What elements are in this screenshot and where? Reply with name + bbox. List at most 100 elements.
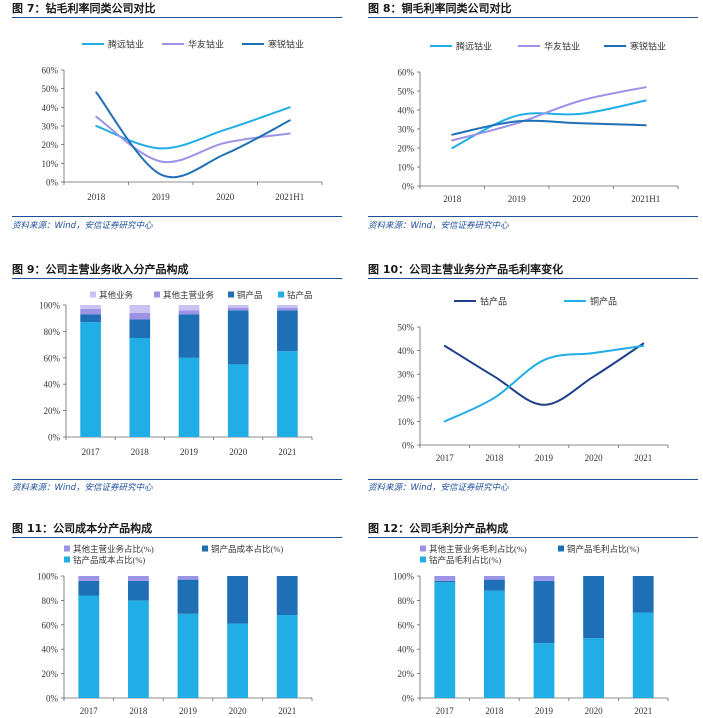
y-tick-label: 20% — [42, 140, 59, 150]
data-marks — [451, 86, 647, 149]
bar-segment — [227, 623, 249, 698]
x-tick-label: 2018 — [131, 447, 150, 457]
figure-9-panel: 图 9：公司主营业务收入分产品构成 其他业务 其他主营业务 铜产品 钴产品 0% 20% 4… — [12, 261, 342, 496]
x-tick-label: 2017 — [82, 447, 101, 457]
legend-label: 华友钴业 — [544, 41, 580, 52]
y-tick-label: 100% — [37, 572, 59, 582]
bar-segment — [533, 643, 555, 698]
x-axis: 2017 2018 2019 2020 2021 — [63, 697, 313, 716]
figure-title: 图 9：公司主营业务收入分产品构成 — [12, 263, 189, 276]
source-note: 资料来源：Wind，安信证券研究中心 — [12, 483, 153, 493]
series-line — [451, 119, 647, 136]
y-tick-label: 80% — [42, 596, 59, 606]
x-tick-label: 2021H1 — [275, 192, 304, 202]
bar-segment — [277, 307, 298, 311]
bar-segment — [178, 314, 200, 358]
y-tick-label: 60% — [44, 353, 61, 363]
bar-segment — [483, 576, 505, 580]
title-rule — [368, 537, 698, 538]
y-tick-label: 60% — [42, 66, 59, 76]
figure-title: 图 10：公司主营业务分产品毛利率变化 — [368, 263, 564, 276]
y-axis: 0% 10% 20% 30% 40% 50% 60% — [398, 68, 421, 192]
x-tick-label: 2019 — [180, 447, 199, 457]
bar-segment — [80, 322, 101, 437]
legend-label: 钴产品成本占比(%) — [73, 555, 145, 565]
bar-segment — [78, 576, 100, 581]
legend: 腾远钴业 华友钴业 寒锐钴业 — [430, 41, 666, 52]
bar-segment — [483, 590, 505, 698]
legend-label: 寒锐钴业 — [268, 39, 304, 50]
bar-segment — [533, 576, 555, 581]
x-tick-label: 2021 — [278, 447, 296, 457]
figure-12-panel: 图 12：公司毛利分产品构成 其他主营业务毛利占比(%) 铜产品毛利占比(%) 钴产… — [368, 520, 698, 718]
bar-segment — [178, 305, 200, 311]
bar-segment — [583, 576, 605, 639]
data-marks — [443, 342, 645, 423]
bar-segment — [277, 351, 298, 437]
figure-title: 图 12：公司毛利分产品构成 — [368, 522, 509, 535]
source-note: 资料来源：Wind，安信证券研究中心 — [368, 483, 509, 493]
series-line — [95, 106, 291, 150]
legend-label: 华友钴业 — [188, 39, 224, 50]
x-tick-label: 2021 — [634, 453, 652, 463]
y-tick-label: 100% — [39, 301, 61, 311]
y-tick-label: 80% — [44, 327, 61, 337]
x-tick-label: 2017 — [436, 453, 455, 463]
data-marks — [80, 305, 298, 437]
y-tick-label: 0% — [46, 178, 59, 188]
series-line — [451, 99, 647, 149]
y-tick-label: 10% — [398, 417, 415, 427]
bar-segment — [434, 576, 456, 581]
x-tick-label: 2019 — [152, 192, 171, 202]
bar-segment — [177, 613, 199, 698]
legend-swatch — [64, 556, 70, 563]
x-tick-label: 2019 — [535, 706, 554, 716]
y-tick-label: 30% — [398, 370, 415, 380]
legend-label: 钴产品毛利占比(%) — [429, 555, 501, 565]
data-marks — [95, 91, 291, 179]
title-rule — [12, 537, 342, 538]
y-tick-label: 10% — [42, 159, 59, 169]
bar-segment — [227, 307, 249, 311]
bar-segment — [129, 338, 151, 437]
x-tick-label: 2020 — [585, 706, 604, 716]
legend-label: 铜产品毛利占比(%) — [567, 544, 639, 554]
bar-segment — [277, 310, 298, 352]
legend-label: 其他主营业务毛利占比(%) — [429, 544, 527, 554]
bar-segment — [129, 305, 151, 313]
figure-title: 图 8：铜毛利率同类公司对比 — [368, 2, 512, 15]
legend-swatch — [64, 545, 70, 552]
figure-8-chart: 腾远钴业 华友钴业 寒锐钴业 0% 10% 20% 30% 40% 50% 60% 2018 2019… — [398, 41, 679, 204]
legend-swatch — [90, 291, 96, 298]
y-tick-label: 20% — [398, 144, 415, 154]
legend-label: 铜产品 — [590, 296, 617, 307]
figure-7-chart: 腾远钴业 华友钴业 寒锐钴业 0% 10% 20% 30% 40% 50% 60% 2018 2019… — [42, 39, 323, 202]
x-axis: 2018 2019 2020 2021H1 — [419, 185, 679, 204]
y-tick-label: 0% — [402, 441, 415, 451]
source-note: 资料来源：Wind，安信证券研究中心 — [368, 221, 509, 231]
legend-label: 寒锐钴业 — [630, 41, 666, 52]
bar-segment — [277, 305, 298, 308]
bar-segment — [227, 310, 249, 365]
figure-11-chart: 其他主营业务占比(%) 铜产品成本占比(%) 钴产品成本占比(%) 0% 20% 40% 6… — [37, 544, 313, 716]
bar-segment — [78, 580, 100, 596]
bar-segment — [177, 579, 199, 614]
x-tick-label: 2021 — [278, 706, 296, 716]
source-note: 资料来源：Wind，安信证券研究中心 — [12, 221, 153, 231]
series-line — [95, 91, 291, 179]
y-tick-label: 50% — [398, 323, 415, 333]
bar-segment — [127, 576, 149, 581]
legend: 其他主营业务占比(%) 铜产品成本占比(%) 钴产品成本占比(%) — [64, 544, 283, 565]
y-tick-label: 50% — [398, 87, 415, 97]
bar-segment — [276, 576, 298, 616]
figure-title: 图 11：公司成本分产品构成 — [12, 522, 153, 535]
bar-segment — [178, 310, 200, 315]
y-tick-label: 100% — [393, 572, 415, 582]
x-axis: 2017 2018 2019 2020 2021 — [65, 436, 313, 457]
x-axis: 2018 2019 2020 2021H1 — [63, 181, 323, 202]
x-tick-label: 2019 — [179, 706, 198, 716]
y-tick-label: 0% — [48, 433, 61, 443]
legend-label: 铜产品成本占比(%) — [211, 544, 283, 554]
legend: 腾远钴业 华友钴业 寒锐钴业 — [82, 39, 304, 50]
